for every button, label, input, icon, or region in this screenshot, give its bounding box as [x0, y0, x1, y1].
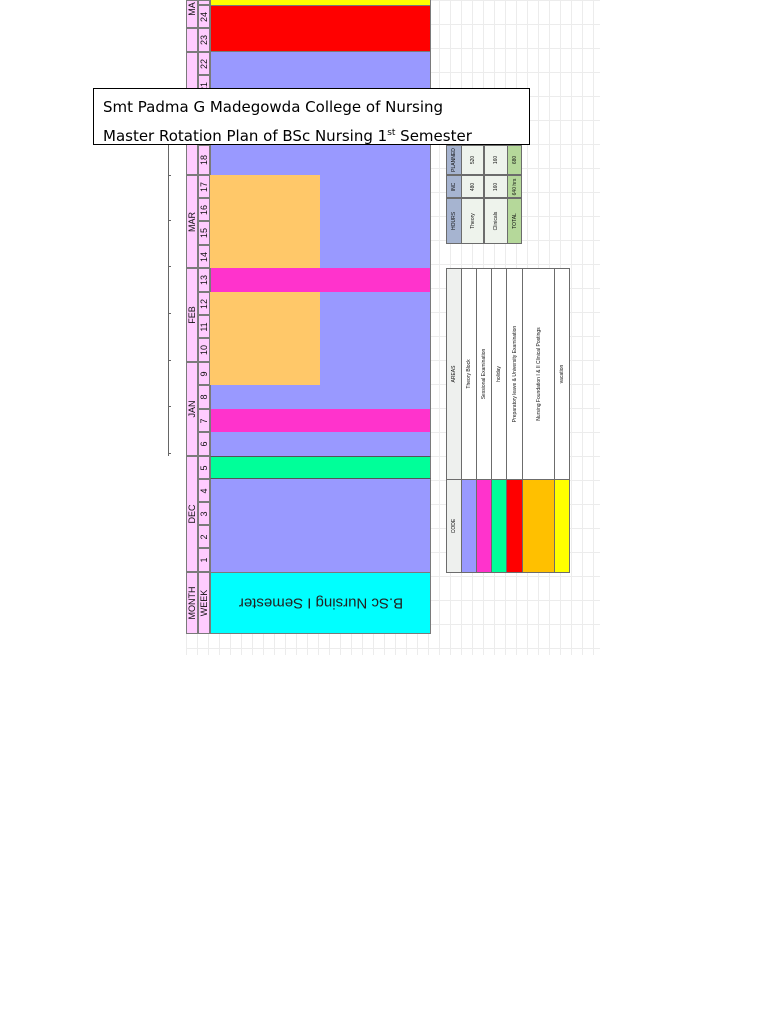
- week-cell-1: 1: [198, 548, 210, 572]
- week-cell-4: 4: [198, 479, 210, 502]
- week-cell-14: 14: [198, 245, 210, 268]
- band-theory-block-w6: [210, 432, 431, 456]
- legend-area-university-exam: Preparatory leave & University Examinati…: [506, 268, 523, 480]
- month-cell-jan: JAN: [186, 362, 198, 456]
- hours-header-hours: HOURS: [446, 198, 462, 244]
- week-cell-24: 24: [198, 5, 210, 28]
- theory-planned: 520: [461, 145, 484, 175]
- legend-swatch-vacation: [554, 479, 570, 573]
- ruler-tick: [168, 313, 171, 314]
- total-label: TOTAL: [507, 198, 522, 244]
- legend-area-sessional: Sessional Examination: [476, 268, 492, 480]
- ruler-tick: [168, 406, 171, 407]
- ruler-tick: [168, 266, 171, 267]
- ruler-tick: [168, 360, 171, 361]
- week-cell-22: 22: [198, 52, 210, 75]
- week-cell-23: 23: [198, 28, 210, 52]
- month-cell-dec: DEC: [186, 456, 198, 572]
- hours-header-inc: INC: [446, 175, 462, 198]
- legend-swatch-clinical-postings: [522, 479, 555, 573]
- week-cell-7: 7: [198, 409, 210, 432]
- ruler-tick: [168, 175, 171, 176]
- clinicals-inc: 160: [484, 175, 508, 198]
- week-header-cell: WEEK: [198, 572, 210, 634]
- band-sessional-exam-1: [210, 268, 431, 292]
- legend-area-vacation: vacation: [554, 268, 570, 480]
- week-cell-17: 17: [198, 175, 210, 198]
- month-cell-feb: FEB: [186, 268, 198, 362]
- band-vacation: [210, 0, 431, 6]
- side-ruler-line: [168, 143, 169, 456]
- week-cell-3: 3: [198, 502, 210, 525]
- week-cell-9: 9: [198, 362, 210, 385]
- week-cell-18: 18: [198, 145, 210, 175]
- week-cell: [198, 0, 210, 5]
- week-cell-15: 15: [198, 221, 210, 245]
- legend-swatch-holiday: [491, 479, 507, 573]
- legend-area-clinical-postings: Nursing Foundation I & II Clinical Posti…: [522, 268, 555, 480]
- legend-swatch-theory-block: [461, 479, 477, 573]
- legend-areas-header: AREAS: [446, 268, 462, 480]
- document-title-box: Smt Padma G Madegowda College of Nursing…: [93, 88, 530, 145]
- band-clinical-posting-mar: [210, 175, 320, 268]
- total-planned: 680: [507, 145, 522, 175]
- month-header-cell: MONTH: [186, 572, 198, 634]
- week-cell-6: 6: [198, 432, 210, 456]
- week-cell-13: 13: [198, 268, 210, 292]
- total-inc: 640 hrs: [507, 175, 522, 198]
- ruler-tick: [168, 220, 171, 221]
- clinicals-label: Clinicals: [484, 198, 508, 244]
- week-cell-16: 16: [198, 198, 210, 221]
- band-clinical-posting-jan-feb: [210, 292, 320, 385]
- month-cell-ma: MA: [186, 0, 198, 28]
- month-cell-ma-2: [186, 28, 198, 52]
- week-cell-5: 5: [198, 456, 210, 479]
- band-university-exam: [210, 5, 431, 52]
- college-name: Smt Padma G Madegowda College of Nursing: [103, 98, 444, 116]
- band-holiday: [210, 456, 431, 479]
- legend-code-header: CODE: [446, 479, 462, 573]
- month-cell-mar: MAR: [186, 175, 198, 268]
- band-theory-block-dec: [210, 479, 431, 572]
- week-cell-8: 8: [198, 385, 210, 409]
- plan-title: Master Rotation Plan of BSc Nursing 1st …: [103, 127, 472, 145]
- week-cell-10: 10: [198, 338, 210, 362]
- ruler-tick: [168, 453, 171, 454]
- theory-inc: 480: [461, 175, 484, 198]
- theory-label: Theory: [461, 198, 484, 244]
- semester-banner: B.Sc Nursing I Semester: [210, 572, 431, 634]
- band-sessional-exam-2: [210, 409, 431, 432]
- legend-area-holiday: holiday: [491, 268, 507, 480]
- legend-swatch-university-exam: [506, 479, 523, 573]
- legend-swatch-sessional: [476, 479, 492, 573]
- legend-area-theory-block: Theory Block: [461, 268, 477, 480]
- semester-banner-text: B.Sc Nursing I Semester: [238, 594, 403, 612]
- week-cell-12: 12: [198, 292, 210, 315]
- week-cell-11: 11: [198, 315, 210, 338]
- week-cell-2: 2: [198, 525, 210, 548]
